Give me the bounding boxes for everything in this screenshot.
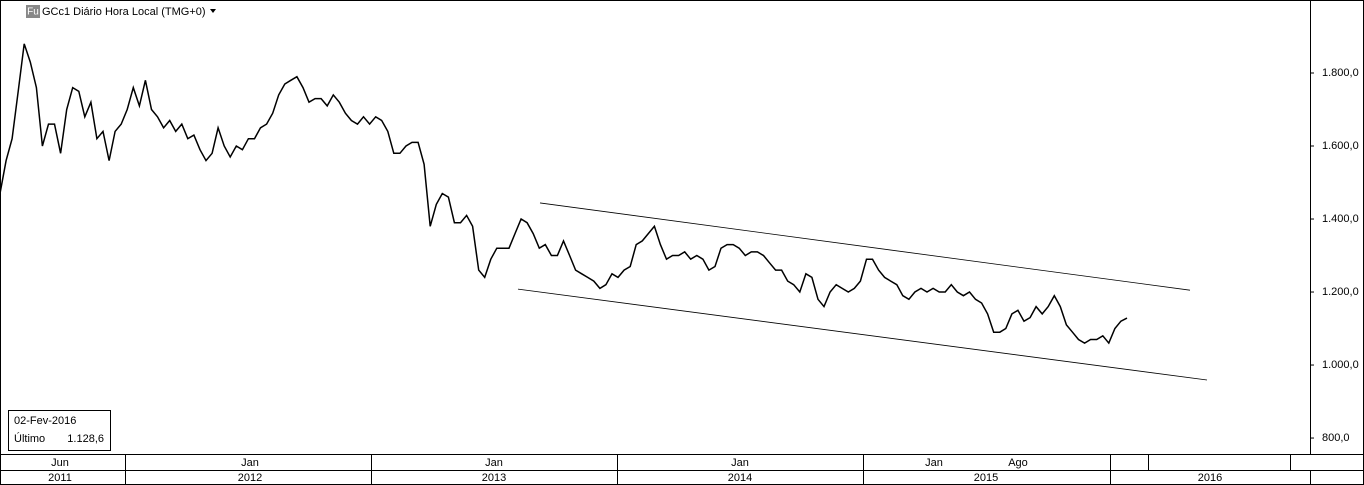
x-month-label: Jan bbox=[485, 457, 503, 469]
info-label: Último bbox=[14, 432, 45, 445]
x-year-label: 2015 bbox=[974, 472, 998, 484]
info-date: 02-Fev-2016 bbox=[14, 415, 76, 427]
y-tick-label: 1.600,0 bbox=[1322, 140, 1359, 152]
x-month-label: Jan bbox=[241, 457, 259, 469]
y-tick-label: 1.800,0 bbox=[1322, 67, 1359, 79]
price-line bbox=[0, 43, 1128, 345]
badge-text: Fu bbox=[27, 7, 39, 18]
x-month-label: Jan bbox=[925, 457, 943, 469]
x-year-label: 2013 bbox=[482, 472, 506, 484]
x-month-label: Jan bbox=[731, 457, 749, 469]
y-tick-label: 1.200,0 bbox=[1322, 286, 1359, 298]
info-value: 1.128,6 bbox=[67, 433, 104, 445]
info-box bbox=[8, 410, 111, 451]
trend-line bbox=[517, 288, 1208, 381]
x-month-label: Ago bbox=[1008, 457, 1028, 469]
x-year-label: 2014 bbox=[728, 472, 752, 484]
trend-line bbox=[539, 202, 1191, 291]
x-month-label: Jun bbox=[51, 457, 69, 469]
y-tick-label: 800,0 bbox=[1322, 432, 1350, 444]
y-tick-label: 1.000,0 bbox=[1322, 359, 1359, 371]
dropdown-arrow[interactable] bbox=[210, 9, 216, 13]
x-year-label: 2012 bbox=[238, 472, 262, 484]
x-year-label: 2016 bbox=[1198, 472, 1222, 484]
x-year-label: 2011 bbox=[48, 472, 72, 484]
badge bbox=[26, 5, 40, 18]
y-tick-label: 1.400,0 bbox=[1322, 213, 1359, 225]
chart-title[interactable]: GCc1 Diário Hora Local (TMG+0) bbox=[42, 6, 206, 18]
